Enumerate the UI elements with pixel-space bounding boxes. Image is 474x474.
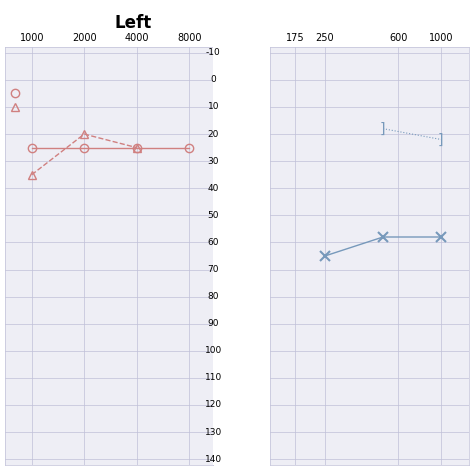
Text: ]: ] xyxy=(437,133,445,146)
Text: Left: Left xyxy=(114,14,151,32)
Text: ]: ] xyxy=(379,122,387,136)
